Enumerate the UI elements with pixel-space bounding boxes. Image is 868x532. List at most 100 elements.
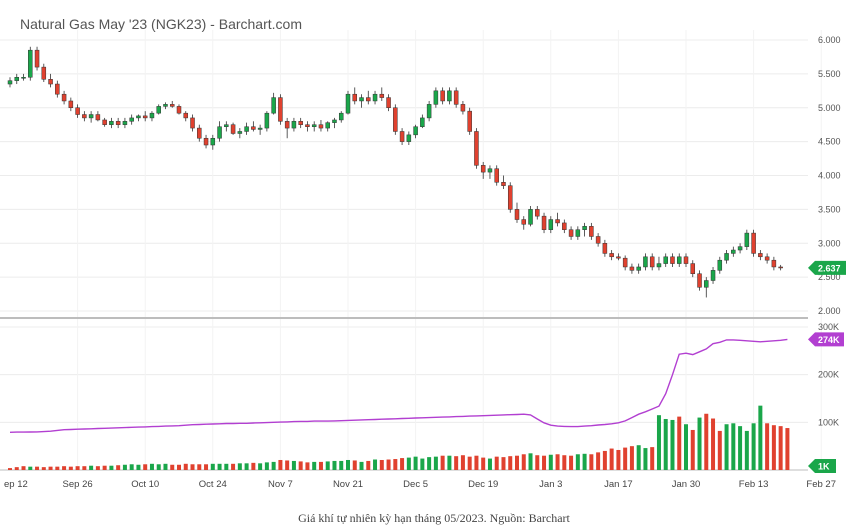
volume-bar (433, 456, 438, 470)
candlestick (406, 131, 412, 146)
candle-body (676, 256, 682, 264)
price-tick-label: 4.500 (818, 137, 841, 147)
volume-badge-shape (808, 459, 836, 473)
candlestick (359, 94, 364, 108)
candlestick (109, 117, 114, 129)
candle-body (7, 80, 13, 85)
candlestick (778, 264, 783, 271)
volume-bar (656, 415, 661, 470)
candle-body (589, 226, 594, 237)
candle-body (366, 97, 371, 102)
candle-body (156, 106, 161, 114)
candlestick (176, 104, 182, 115)
volume-bar (264, 462, 269, 470)
candle-body (521, 219, 527, 225)
volume-bar (521, 454, 526, 470)
volume-bar (55, 466, 60, 470)
last-price-badge-shape (808, 260, 846, 275)
candle-body (413, 126, 418, 136)
candlestick (332, 117, 337, 129)
candle-body (278, 97, 283, 122)
candle-body (48, 79, 53, 85)
candle-body (318, 124, 324, 129)
candle-body (224, 124, 229, 127)
candle-body (136, 115, 141, 119)
candlestick (704, 277, 709, 298)
volume-bar (535, 455, 540, 470)
open-interest-badge: 274K (808, 332, 844, 347)
candle-body (352, 93, 358, 102)
volume-bar (156, 464, 161, 470)
candle-body (325, 122, 330, 129)
volume-bar (102, 465, 107, 470)
candlestick (751, 229, 756, 257)
volume-bar (569, 455, 574, 470)
candlestick (399, 128, 405, 146)
candlestick (217, 121, 222, 142)
candle-body (771, 259, 777, 268)
candlestick (224, 121, 229, 132)
candlestick (14, 73, 20, 85)
date-tick-label: Nov 7 (268, 479, 293, 490)
volume-bar (467, 456, 472, 470)
volume-bar (650, 447, 655, 470)
candlestick (291, 117, 297, 132)
candle-body (291, 121, 297, 129)
volume-bar (515, 455, 519, 470)
volume-bar (454, 456, 459, 470)
candle-body (433, 90, 439, 105)
candlestick (507, 182, 513, 213)
candlestick (197, 124, 202, 142)
volume-bar (346, 459, 350, 470)
candlestick (521, 216, 527, 230)
candlestick (541, 212, 547, 234)
last-price-value: 2.637 (818, 263, 841, 273)
candlestick (264, 111, 270, 132)
candlestick (528, 205, 533, 227)
candle-body (744, 232, 750, 247)
candle-body (190, 117, 195, 129)
volume-bar (28, 466, 33, 470)
candlestick (338, 111, 344, 123)
candlestick (548, 216, 554, 234)
candlestick (555, 212, 560, 227)
volume-bar (183, 463, 188, 470)
date-tick-label: Nov 21 (333, 479, 363, 490)
candle-body (609, 253, 614, 258)
candlestick (440, 87, 445, 105)
volume-tick-label: 200K (818, 370, 839, 380)
candle-body (338, 112, 344, 121)
volume-bar (163, 463, 168, 470)
candle-body (115, 121, 121, 125)
candlestick (68, 97, 74, 112)
candlestick (690, 260, 696, 278)
candle-body (575, 229, 581, 237)
candlestick (251, 121, 256, 132)
candle-body (460, 104, 466, 112)
volume-bar (204, 464, 209, 470)
volume-bar (210, 463, 215, 470)
candle-body (379, 93, 385, 98)
candlestick (629, 263, 635, 274)
candlestick (278, 94, 283, 125)
candlestick (379, 87, 385, 101)
volume-bar (616, 449, 621, 470)
candle-body (690, 263, 696, 274)
candlestick (717, 256, 723, 274)
candlestick (183, 111, 189, 122)
candlestick (676, 253, 682, 267)
candle-body (710, 270, 716, 281)
candle-body (88, 114, 94, 119)
candlestick (21, 73, 26, 81)
price-tick-label: 2.000 (818, 306, 841, 316)
volume-bar (474, 455, 479, 470)
candlestick (298, 117, 303, 129)
volume-bar (237, 463, 242, 470)
candle-body (541, 215, 547, 230)
volume-bar (684, 424, 688, 470)
volume-bar (8, 468, 12, 470)
candle-body (176, 106, 182, 114)
volume-bar (62, 466, 67, 470)
candlestick (41, 63, 47, 83)
candlestick (595, 233, 601, 247)
